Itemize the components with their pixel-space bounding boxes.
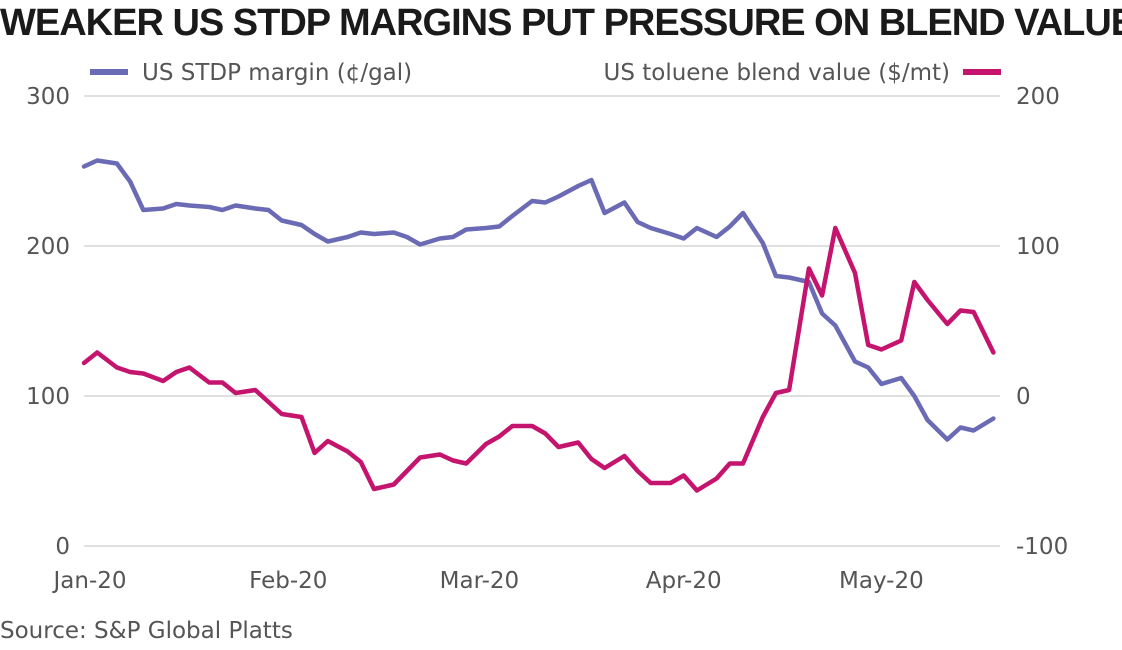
left-tick-label: 100 [26, 384, 70, 410]
left-tick-label: 0 [55, 534, 70, 560]
series-line-stdp-margin [81, 158, 996, 442]
x-tick-label: Mar-20 [440, 568, 520, 594]
right-axis-ticks: -100 0 100 200 [1016, 84, 1068, 560]
legend-label-stdp: US STDP margin (¢/gal) [142, 60, 412, 86]
x-tick-label: Feb-20 [249, 568, 327, 594]
series-lines [81, 158, 996, 493]
chart-title: WEAKER US STDP MARGINS PUT PRESSURE ON B… [0, 2, 1122, 44]
legend: US STDP margin (¢/gal) US toluene blend v… [90, 60, 1001, 86]
right-tick-label: 100 [1016, 234, 1060, 260]
grid-lines [84, 95, 1000, 547]
series-line-toluene-blend-value [81, 225, 996, 493]
right-tick-label: 0 [1016, 384, 1031, 410]
right-tick-label: -100 [1016, 534, 1068, 560]
x-tick-label: Apr-20 [646, 568, 722, 594]
x-axis-ticks: Jan-20 Feb-20 Mar-20 Apr-20 May-20 [51, 568, 923, 594]
source-note: Source: S&P Global Platts [0, 618, 293, 644]
left-tick-label: 300 [26, 84, 70, 110]
x-tick-label: May-20 [839, 568, 924, 594]
legend-label-toluene: US toluene blend value ($/mt) [603, 60, 950, 86]
x-tick-label: Jan-20 [51, 568, 126, 594]
right-tick-label: 200 [1016, 84, 1060, 110]
left-tick-label: 200 [26, 234, 70, 260]
left-axis-ticks: 0 100 200 300 [26, 84, 70, 560]
